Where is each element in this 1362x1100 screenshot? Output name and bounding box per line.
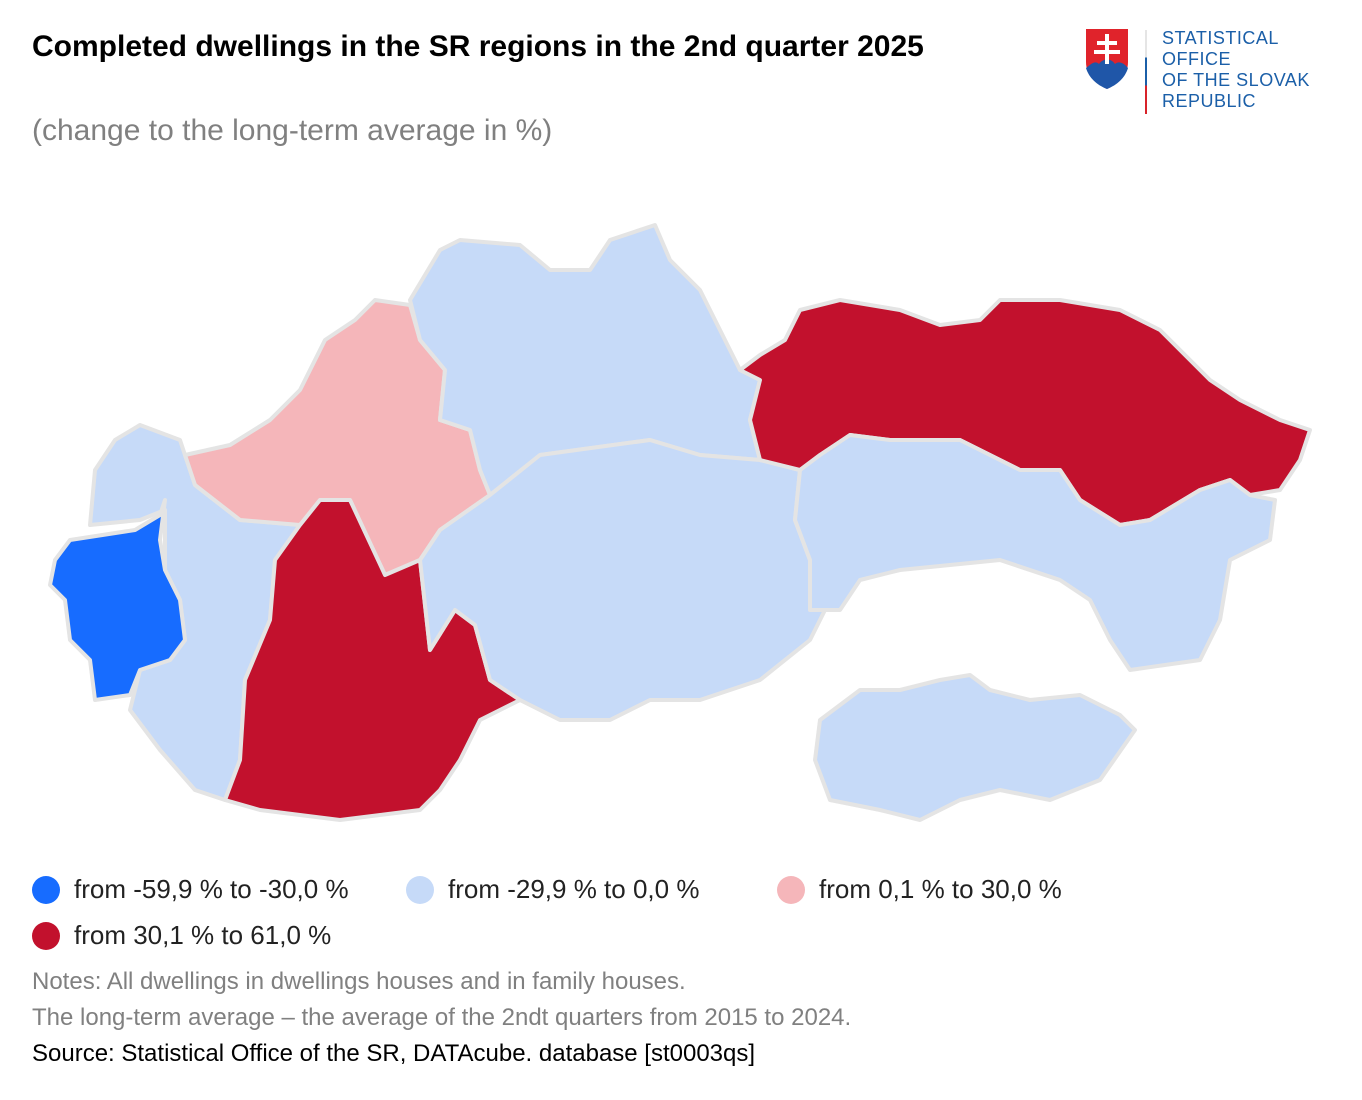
legend-label: from 30,1 % to 61,0 % — [74, 920, 332, 950]
note-line: The long-term average – the average of t… — [32, 1004, 852, 1031]
legend-label: from 0,1 % to 30,0 % — [819, 874, 1062, 904]
notes: Notes: All dwellings in dwellings houses… — [32, 964, 851, 1036]
logo-divider — [1145, 30, 1147, 114]
legend-swatch — [32, 921, 60, 950]
region-banska-bystrica[interactable] — [418, 438, 832, 722]
logo-line: OF THE SLOVAK — [1162, 70, 1310, 90]
legend-label: from -29,9 % to 0,0 % — [448, 874, 700, 904]
legend-label: from -59,9 % to -30,0 % — [74, 874, 349, 904]
legend-item: from 0,1 % to 30,0 % — [777, 874, 1062, 905]
statistical-office-logo: STATISTICAL OFFICE OF THE SLOVAK REPUBLI… — [1085, 28, 1325, 118]
legend-swatch — [32, 875, 60, 904]
region-kosice[interactable] — [793, 433, 1277, 672]
legend-item: from -59,9 % to -30,0 % — [32, 874, 349, 905]
legend-item: from -29,9 % to 0,0 % — [406, 874, 699, 905]
region-bratislava[interactable] — [48, 498, 187, 702]
logo-line: STATISTICAL — [1162, 28, 1279, 48]
region-map — [48, 223, 1312, 822]
logo-line: REPUBLIC — [1162, 91, 1257, 111]
logo-line: OFFICE — [1162, 49, 1231, 69]
legend-swatch — [777, 875, 805, 904]
source-text: Source: Statistical Office of the SR, DA… — [32, 1040, 756, 1067]
chart-subtitle: (change to the long-term average in %) — [32, 114, 553, 147]
note-line: Notes: All dwellings in dwellings houses… — [32, 968, 686, 995]
region-southern-area[interactable] — [813, 673, 1137, 822]
coat-of-arms-icon — [1086, 29, 1128, 89]
legend-item: from 30,1 % to 61,0 % — [32, 920, 331, 951]
logo-text: STATISTICAL OFFICE OF THE SLOVAK REPUBLI… — [1162, 28, 1310, 112]
legend-swatch — [406, 875, 434, 904]
chart-title: Completed dwellings in the SR regions in… — [32, 30, 924, 63]
